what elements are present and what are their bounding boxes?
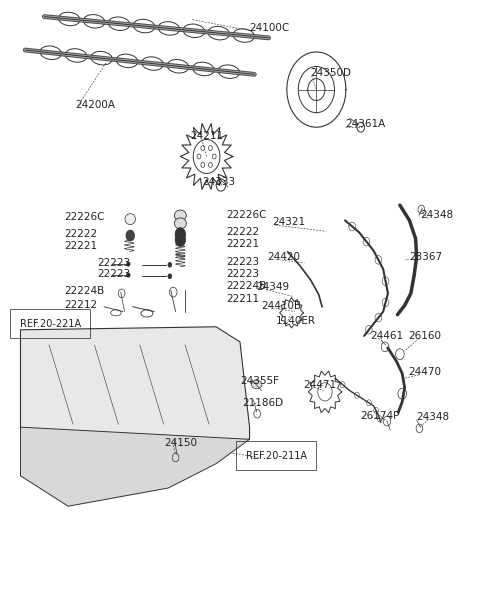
Text: 24471: 24471 (303, 379, 336, 390)
Ellipse shape (174, 210, 186, 221)
Text: 22212: 22212 (64, 301, 97, 310)
Text: 24361A: 24361A (345, 119, 385, 130)
Text: 24100C: 24100C (250, 23, 290, 32)
Circle shape (127, 262, 130, 266)
Text: 24355F: 24355F (240, 376, 279, 386)
Text: 24461: 24461 (370, 331, 403, 341)
Text: 24470: 24470 (408, 367, 441, 378)
Circle shape (168, 274, 172, 279)
Text: 22223: 22223 (97, 269, 130, 279)
Text: 24348: 24348 (420, 210, 454, 221)
Circle shape (175, 233, 186, 246)
Text: 24150: 24150 (165, 438, 198, 448)
Text: 22221: 22221 (227, 239, 260, 249)
Text: 22222: 22222 (227, 227, 260, 237)
Text: 22226C: 22226C (64, 212, 105, 222)
Text: 22222: 22222 (64, 229, 97, 239)
Text: 23367: 23367 (409, 252, 443, 262)
Text: 24321: 24321 (273, 217, 306, 227)
Circle shape (168, 262, 172, 267)
Circle shape (126, 230, 134, 241)
Text: 22224B: 22224B (64, 286, 105, 296)
Ellipse shape (125, 214, 135, 225)
Text: 24333: 24333 (202, 177, 235, 187)
Text: 22226C: 22226C (227, 210, 267, 221)
Circle shape (127, 273, 130, 277)
Text: REF.20-211A: REF.20-211A (246, 451, 307, 461)
Text: 24410B: 24410B (262, 301, 301, 311)
Text: 24211: 24211 (190, 131, 223, 141)
Text: 24349: 24349 (257, 282, 290, 292)
Polygon shape (21, 427, 250, 506)
Text: 24420: 24420 (268, 252, 300, 262)
Text: 22224B: 22224B (227, 281, 267, 291)
Text: 24348: 24348 (417, 412, 450, 422)
Text: 24200A: 24200A (75, 100, 115, 110)
Polygon shape (21, 327, 250, 458)
Ellipse shape (174, 218, 186, 229)
Text: 24350D: 24350D (311, 68, 352, 78)
Text: 22221: 22221 (64, 241, 97, 251)
Text: 1140ER: 1140ER (276, 316, 316, 326)
Text: 26160: 26160 (408, 331, 441, 341)
Text: REF.20-221A: REF.20-221A (20, 319, 81, 329)
Ellipse shape (252, 380, 262, 389)
Text: 26174P: 26174P (360, 411, 400, 420)
Text: 22223: 22223 (227, 269, 260, 279)
Text: 22211: 22211 (227, 294, 260, 304)
Text: 22223: 22223 (227, 257, 260, 268)
Circle shape (175, 228, 186, 241)
Text: 21186D: 21186D (242, 398, 284, 408)
Text: 22223: 22223 (97, 258, 130, 268)
